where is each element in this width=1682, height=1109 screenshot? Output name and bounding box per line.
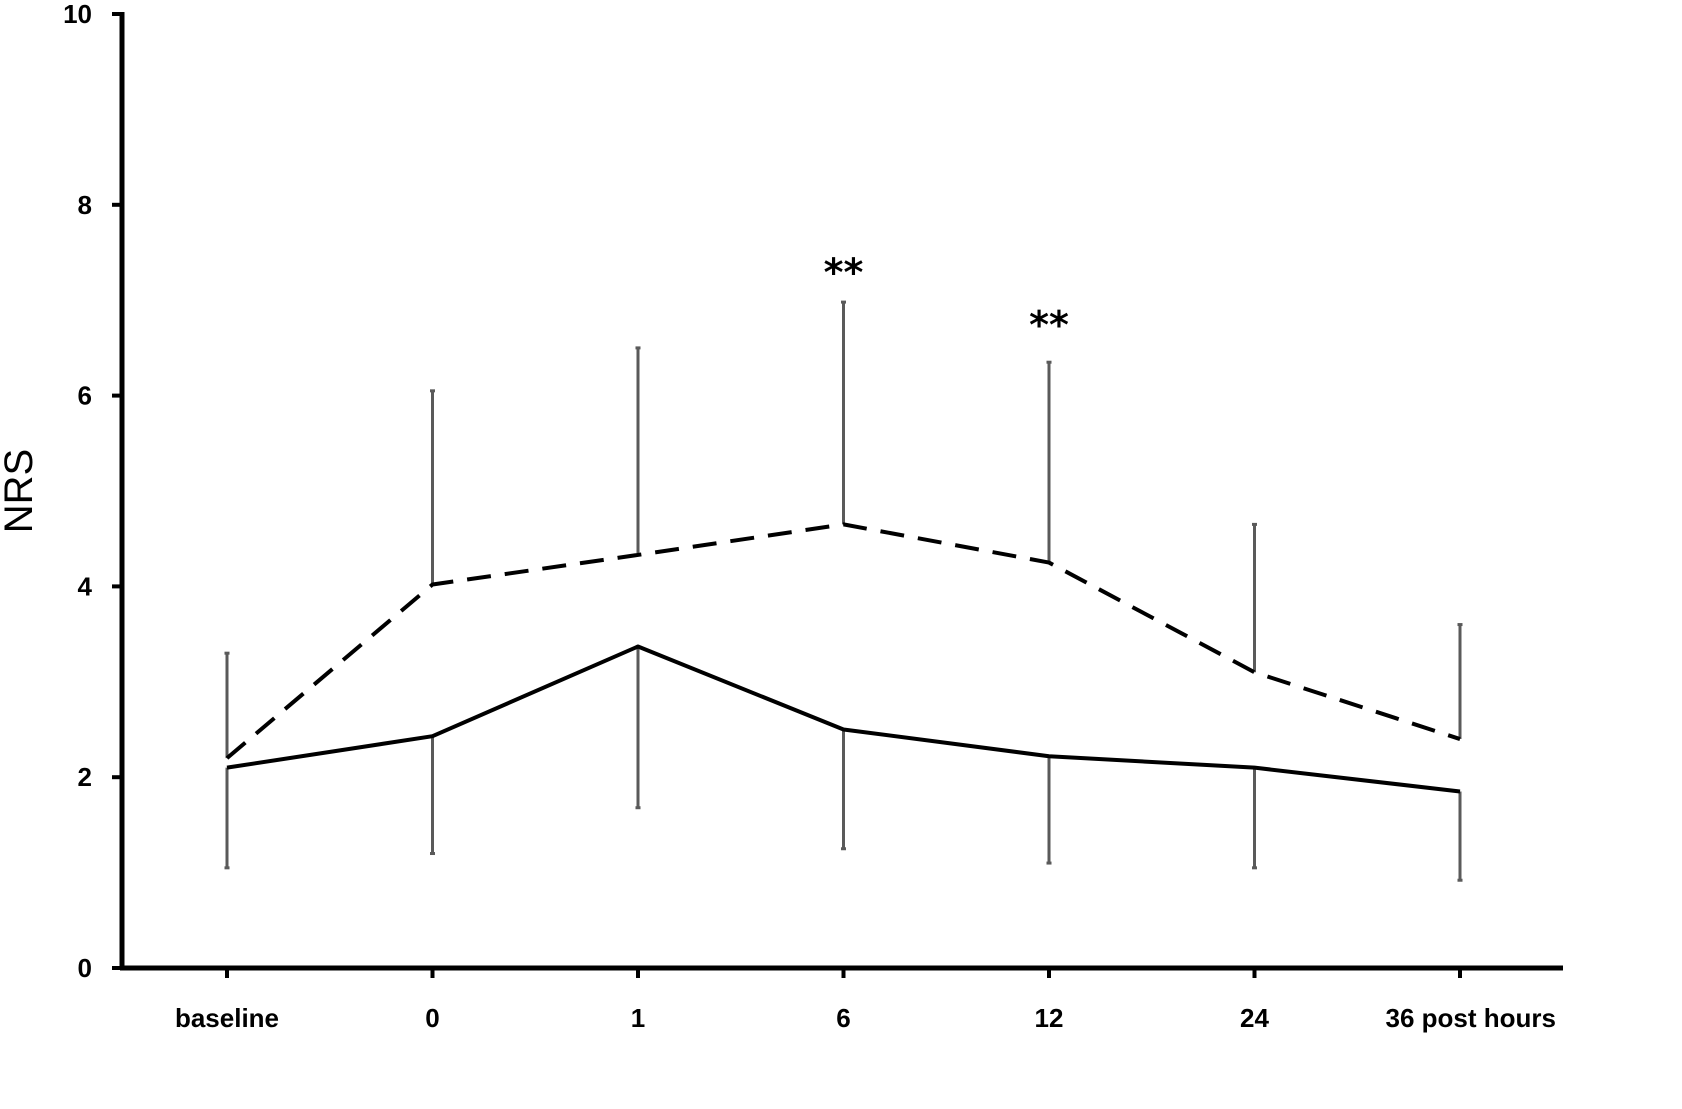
x-tick-label: 6 <box>836 1003 850 1033</box>
series-lines <box>225 522 1461 794</box>
annotations: ** ** <box>824 251 1069 347</box>
significance-marker: ** <box>824 251 864 295</box>
significance-marker: ** <box>1029 303 1069 347</box>
y-axis-title: NRS <box>0 449 41 533</box>
y-tick-label: 10 <box>63 0 92 29</box>
series-line-solid <box>226 644 1461 794</box>
x-tick-label: 12 <box>1035 1003 1064 1033</box>
x-tick-label: 1 <box>631 1003 645 1033</box>
y-tick-label: 2 <box>78 762 92 792</box>
y-tick-label: 6 <box>78 381 92 411</box>
x-tick-label: 36 post hours <box>1386 1003 1556 1033</box>
y-tick-label: 0 <box>78 953 92 983</box>
error-bars <box>224 300 1463 882</box>
x-tick-label: 24 <box>1240 1003 1269 1033</box>
x-tick-label: 0 <box>425 1003 439 1033</box>
series-line-dashed <box>225 522 1461 760</box>
x-tick-label: baseline <box>175 1003 279 1033</box>
y-tick-label: 8 <box>78 190 92 220</box>
y-tick-label: 4 <box>78 571 93 601</box>
axes <box>112 12 1563 978</box>
